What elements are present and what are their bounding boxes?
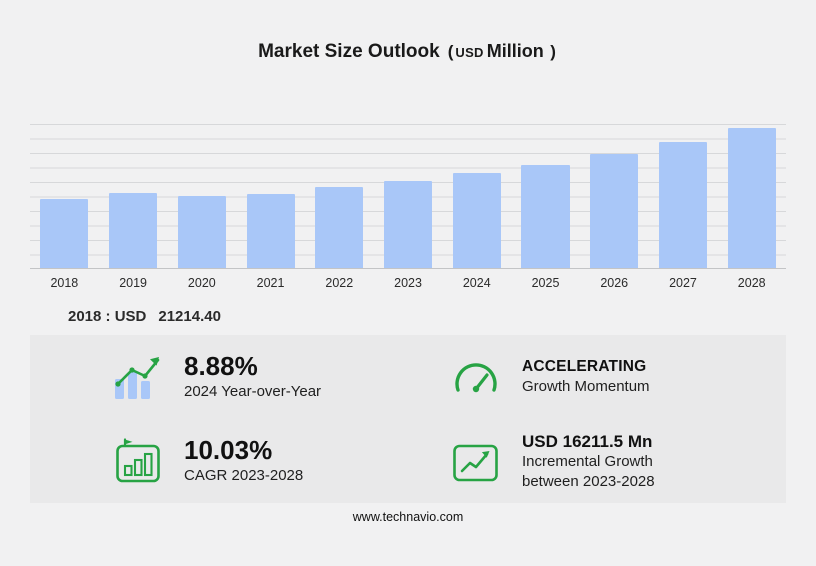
plot-area [30, 124, 786, 269]
chart-bar-2022 [315, 186, 364, 268]
bar-slot [374, 124, 443, 268]
speedometer-icon [450, 353, 502, 401]
chart-bar-2025 [521, 164, 570, 268]
incremental-label-line2: between 2023-2028 [522, 472, 655, 490]
chart-bar-2027 [658, 142, 708, 268]
stat-card-yoy: 8.88% 2024 Year-over-Year [30, 335, 408, 419]
x-axis-labels: 2018 2019 2020 2021 2022 2023 2024 2025 2026 2027… [30, 269, 786, 295]
base-year-value: 21214.40 [158, 308, 221, 325]
title-currency: USD [455, 45, 484, 60]
x-axis-label-2026: 2026 [600, 276, 629, 290]
title-unit: Million [486, 41, 544, 61]
momentum-label: Growth Momentum [522, 378, 650, 395]
yoy-label: 2024 Year-over-Year [184, 383, 322, 400]
incremental-growth-line-chart-icon [450, 437, 502, 485]
chart-bar-2024 [452, 173, 501, 268]
x-axis-label-2024: 2024 [462, 276, 491, 290]
x-axis-label-2028: 2028 [737, 276, 766, 290]
x-axis-label-2023: 2023 [394, 276, 422, 290]
chart-bar-2018 [40, 198, 89, 268]
bar-slot [511, 124, 580, 268]
chart-bar-2020 [177, 196, 226, 268]
x-axis-label-2020: 2020 [187, 276, 216, 290]
bar-slot [99, 124, 168, 268]
x-axis-label-2019: 2019 [119, 276, 147, 290]
bar-slot [649, 124, 718, 268]
bar-slot [305, 124, 374, 268]
page-title: Market Size Outlook (USD Million ) [0, 38, 816, 64]
base-year-label: 2018 : USD [68, 308, 147, 325]
x-axis-label-2018: 2018 [50, 276, 79, 290]
title-text: Market Size Outlook [258, 41, 440, 62]
bar-slot [236, 124, 305, 268]
stat-card-cagr: 10.03% CAGR 2023-2028 [30, 419, 408, 503]
x-axis-label-2027: 2027 [669, 276, 697, 290]
momentum-value: ACCELERATING [522, 358, 647, 375]
stat-card-cagr-text: 10.03% CAGR 2023-2028 [184, 436, 303, 486]
stat-card-momentum-text: ACCELERATING Growth Momentum [522, 357, 650, 397]
base-year-annotation: 2018 : USD 21214.40 [68, 308, 786, 327]
cagr-label: CAGR 2023-2028 [184, 467, 304, 484]
bar-slot [30, 124, 99, 268]
bar-slot [167, 124, 236, 268]
yoy-growth-chart-icon [112, 353, 164, 401]
bar-slot [717, 124, 786, 268]
x-axis-label-2025: 2025 [531, 276, 560, 290]
footer: www.technavio.com [0, 508, 816, 526]
chart-bar-2023 [383, 180, 433, 268]
stats-panel: 8.88% 2024 Year-over-Year ACCELERATING G… [30, 335, 786, 503]
chart-bar-2028 [727, 128, 776, 268]
bar-slot [580, 124, 649, 268]
technavio-link[interactable]: www.technavio.com [352, 510, 464, 524]
yoy-value: 8.88% [184, 351, 258, 381]
incremental-label-line1: Incremental Growth [522, 452, 653, 470]
title-paren-open: ( [447, 42, 454, 61]
chart-bar-2021 [246, 193, 295, 268]
x-axis-label-2021: 2021 [256, 276, 285, 290]
chart-bar-2026 [590, 153, 639, 268]
x-axis-label-2022: 2022 [325, 276, 354, 290]
stat-card-momentum: ACCELERATING Growth Momentum [408, 335, 786, 419]
stat-card-incremental: USD 16211.5 Mn Incremental Growth betwee… [408, 419, 786, 503]
stat-card-incremental-text: USD 16211.5 Mn Incremental Growth betwee… [522, 431, 655, 492]
stat-card-yoy-text: 8.88% 2024 Year-over-Year [184, 352, 321, 402]
bar-slot [442, 124, 511, 268]
page: Market Size Outlook(USD Million ) 2018 201… [0, 38, 816, 566]
cagr-bar-chart-icon [112, 437, 164, 485]
incremental-value: USD 16211.5 Mn [522, 431, 653, 451]
cagr-value: 10.03% [184, 435, 273, 465]
market-size-bar-chart: 2018 2019 2020 2021 2022 2023 2024 2025 2026 2027… [30, 124, 786, 295]
chart-bar-2019 [109, 193, 158, 268]
title-paren-close: ) [550, 42, 556, 61]
